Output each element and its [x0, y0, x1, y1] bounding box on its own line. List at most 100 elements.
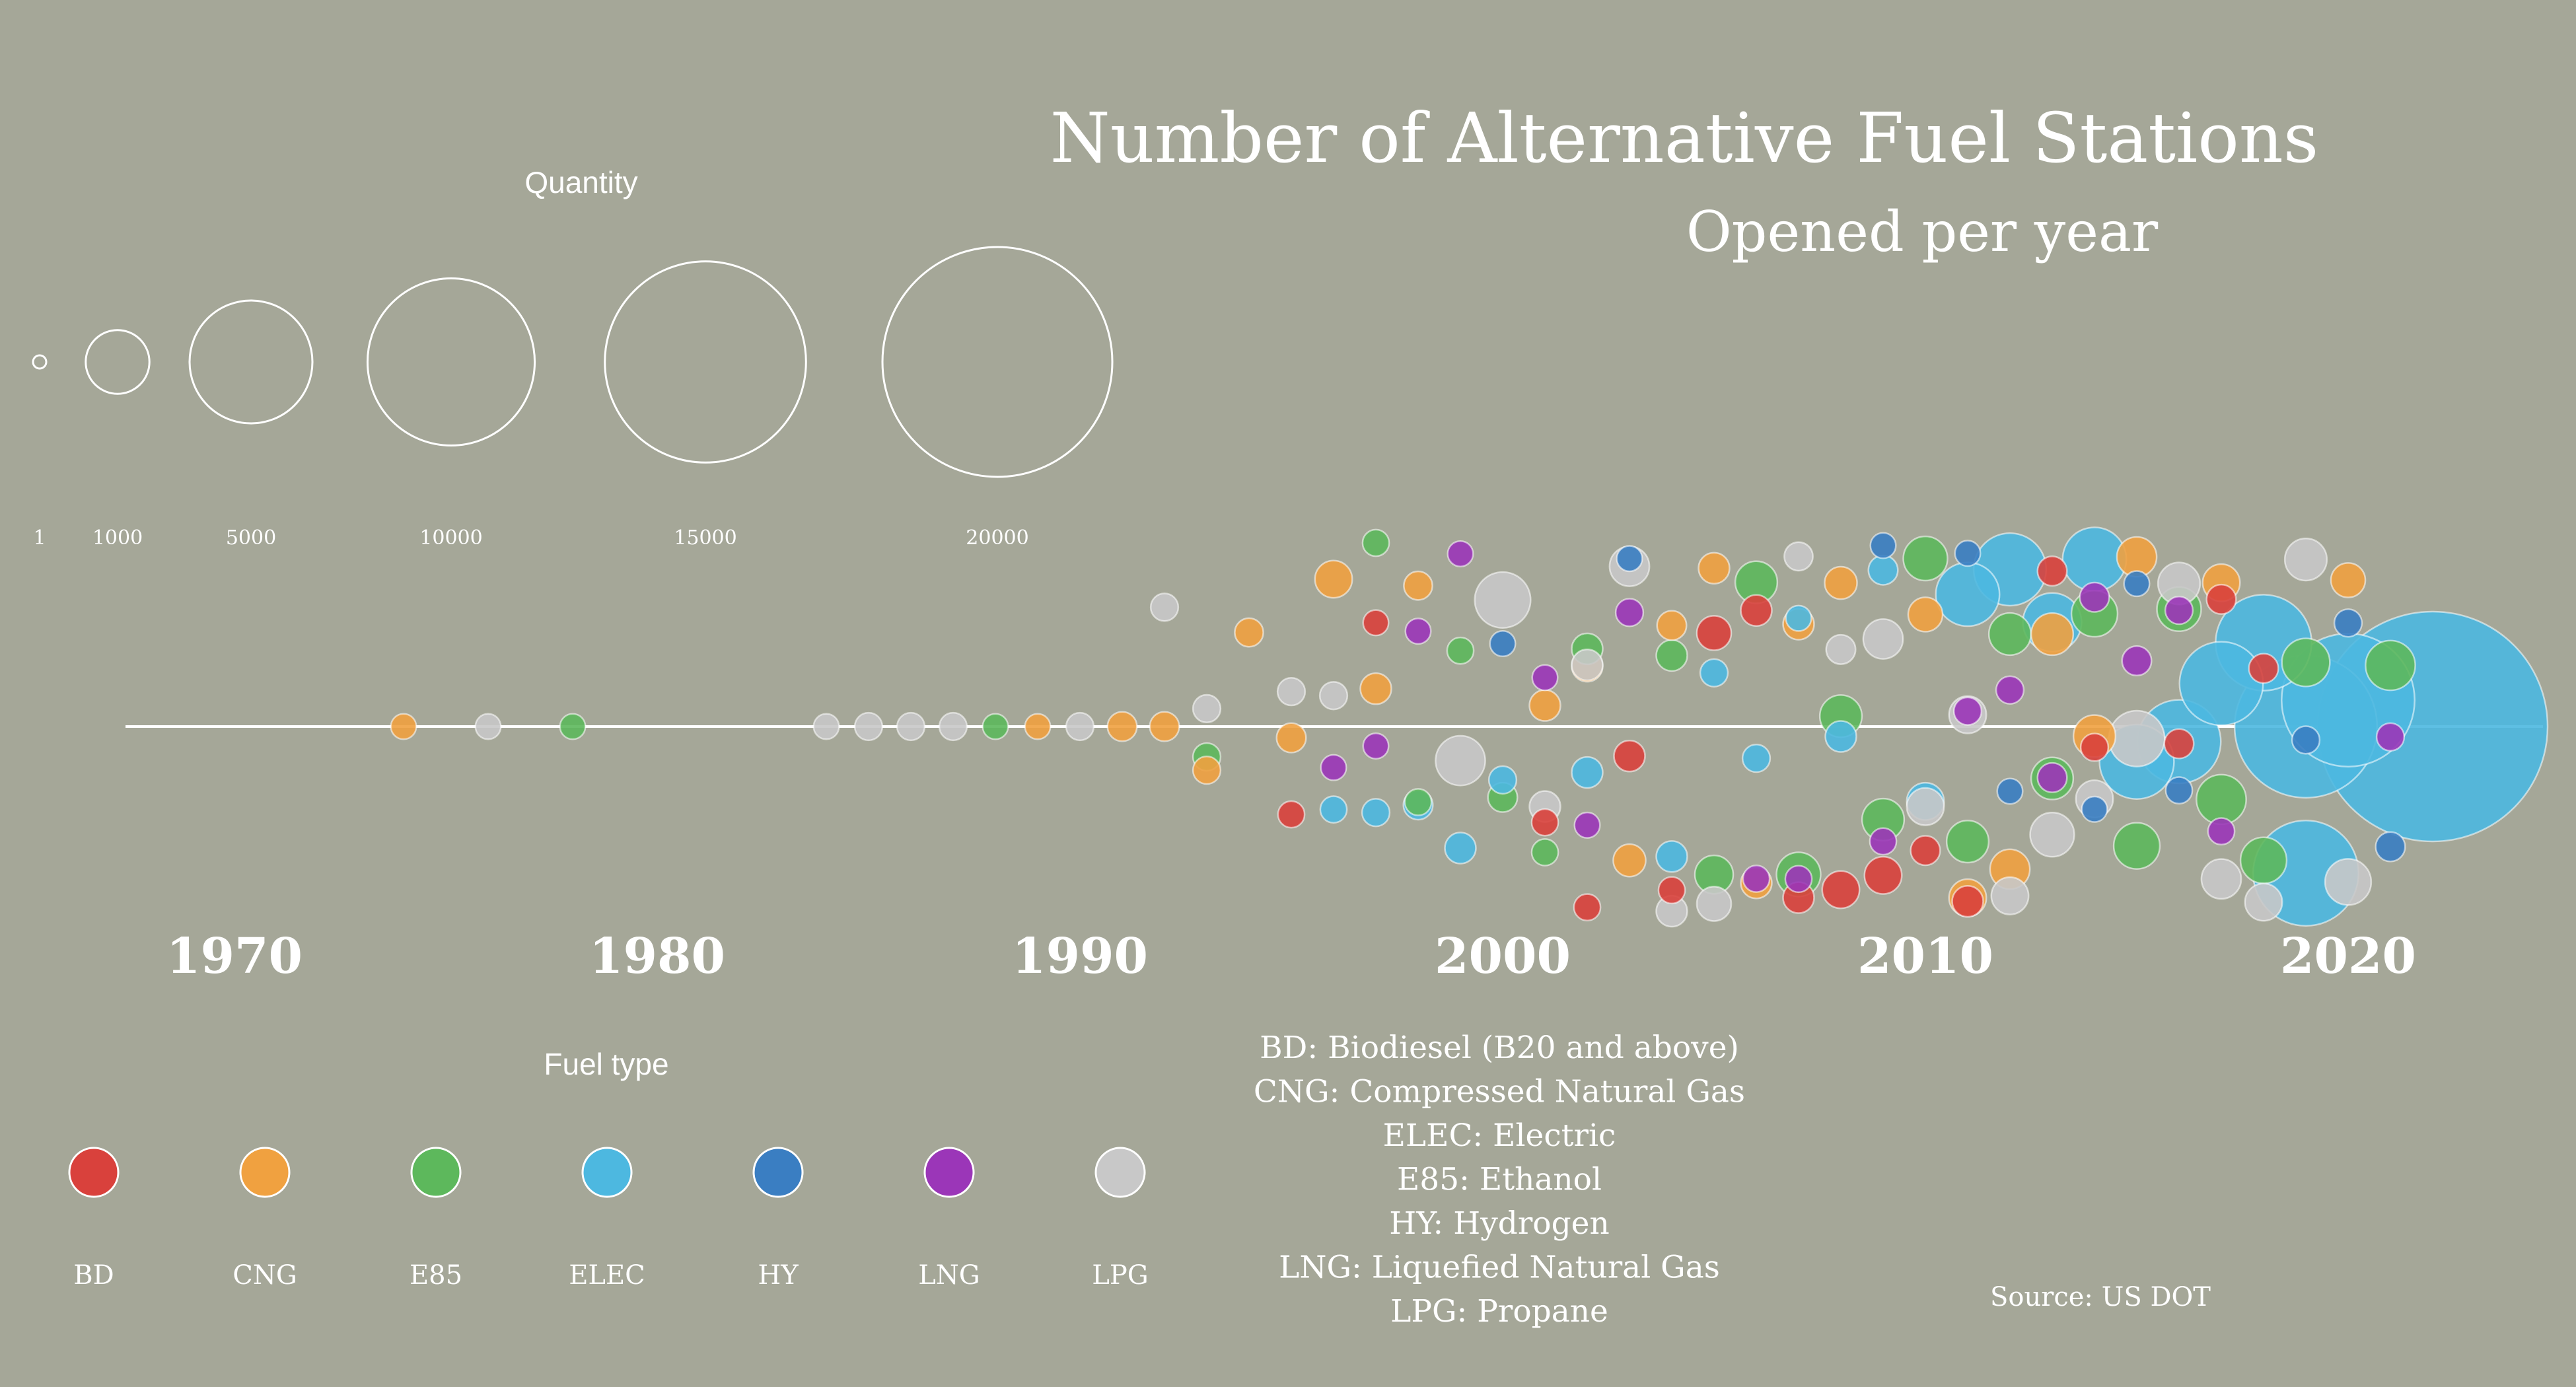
size-legend-label: 5000 — [226, 526, 276, 550]
color-legend-label: CNG — [233, 1260, 297, 1291]
size-legend-circle — [32, 354, 48, 370]
bubble-lpg — [2324, 858, 2373, 906]
bubble-lpg — [1696, 886, 1733, 922]
x-tick-label: 2000 — [1435, 928, 1571, 985]
bubble-lpg — [853, 711, 884, 742]
chart-title: Number of Alternative Fuel Stations — [1050, 98, 2319, 178]
bubble-cng — [2330, 562, 2367, 598]
color-legend-label: ELEC — [569, 1260, 645, 1291]
bubble-cng — [1234, 617, 1264, 648]
color-legend: BD CNG E85 ELEC HY LNG LPG — [68, 1147, 1149, 1291]
color-legend-label: E85 — [410, 1260, 462, 1291]
bubble-cng — [390, 713, 417, 740]
bubble-lng — [1784, 865, 1813, 894]
bubble-e85 — [1404, 788, 1433, 816]
bubble-elec — [1741, 743, 1771, 773]
x-tick-label: 2020 — [2280, 928, 2416, 985]
bubble-elec — [1571, 756, 1604, 789]
size-legend-label: 1000 — [92, 526, 143, 550]
bubble-e85 — [2196, 773, 2247, 826]
bubble-bd — [1530, 808, 1559, 837]
bubble-bd — [2205, 583, 2237, 615]
bubble-lng — [1869, 827, 1898, 856]
bubble-lng — [2036, 762, 2068, 793]
bubble-lng — [2164, 596, 2194, 625]
bubble-lpg — [938, 711, 968, 742]
bubble-bd — [1951, 885, 1984, 918]
bubble-cng — [2030, 612, 2075, 657]
bubble-lpg — [1192, 694, 1222, 724]
size-legend-circle — [881, 246, 1114, 478]
chart-subtitle: Opened per year — [1686, 199, 2159, 264]
bubble-hy — [2165, 776, 2194, 805]
bubble-cng — [1192, 755, 1222, 785]
fuel-definition: LNG: Liquefied Natural Gas — [1279, 1250, 1720, 1286]
bubble-bd — [1362, 609, 1390, 637]
bubble-hy — [2123, 570, 2151, 598]
bubble-e85 — [1530, 838, 1559, 867]
bubble-hy — [1616, 545, 1643, 573]
bubble-lng — [1362, 732, 1390, 760]
bubble-elec — [1444, 832, 1477, 865]
bubble-lpg — [1862, 618, 1904, 660]
bubble-e85 — [2365, 639, 2416, 692]
source-note: Source: US DOT — [1990, 1282, 2211, 1312]
bubble-lpg — [896, 711, 926, 742]
size-legend-label: 1 — [33, 526, 46, 550]
bubble-elec — [2178, 641, 2264, 727]
bubble-lpg — [1906, 787, 1945, 826]
bubble-cng — [1149, 711, 1180, 742]
bubble-e85 — [2281, 637, 2331, 688]
x-tick-label: 2010 — [1857, 928, 1993, 985]
bubble-lng — [1614, 598, 1645, 627]
bubble-cng — [1698, 551, 1731, 585]
bubble-bd — [1613, 740, 1646, 773]
bubble-lpg — [2108, 709, 2166, 767]
bubble-e85 — [559, 713, 587, 740]
bubble-lng — [1320, 754, 1347, 781]
color-legend-label: LPG — [1092, 1260, 1148, 1291]
bubble-elec — [1699, 658, 1729, 688]
color-legend-label: LNG — [918, 1260, 980, 1291]
bubble-hy — [2333, 608, 2363, 638]
bubble-cng — [1907, 596, 1944, 633]
bubble-hy — [1954, 540, 1982, 567]
bubble-lpg — [1990, 876, 2030, 915]
bubble-e85 — [1945, 820, 1990, 864]
bubble-bd — [1740, 594, 1773, 627]
size-legend-label: 15000 — [674, 526, 736, 550]
bubble-lpg — [1825, 633, 1857, 665]
bubble-elec — [1487, 765, 1518, 795]
bubble-lpg — [1783, 541, 1814, 572]
bubble-e85 — [1361, 528, 1390, 557]
bubble-lng — [1404, 618, 1432, 645]
bubble-hy — [1489, 630, 1517, 658]
bubble-lpg — [2200, 858, 2242, 900]
bubble-hy — [1869, 532, 1897, 559]
bubble-elec — [1824, 720, 1857, 753]
bubble-bd — [1821, 870, 1861, 909]
bubble-lpg — [1474, 571, 1532, 629]
bubble-cng — [1024, 713, 1052, 740]
bubble-lng — [2375, 722, 2406, 752]
bubble-cng — [1403, 570, 1433, 601]
size-legend-circle — [366, 277, 536, 447]
bubble-bd — [1863, 855, 1903, 895]
bubble-cng — [1359, 672, 1392, 705]
bubble-cng — [1824, 565, 1858, 600]
fuel-definitions: BD: Biodiesel (B20 and above) CNG: Compre… — [1254, 1030, 1745, 1330]
bubble-lpg — [2244, 882, 2283, 922]
fuel-definition: E85: Ethanol — [1397, 1162, 1602, 1198]
bubble-e85 — [1902, 535, 1949, 582]
bubble-lng — [1531, 664, 1559, 692]
bubble-cng — [1314, 559, 1353, 599]
year-tick-labels: 1970 1980 1990 2000 2010 2020 — [166, 928, 2416, 985]
color-legend-label: HY — [758, 1260, 799, 1291]
x-tick-label: 1970 — [166, 928, 303, 985]
bubble-elec — [1785, 604, 1812, 632]
bubble-hy — [1996, 777, 2024, 805]
fuel-definition: LPG: Propane — [1390, 1293, 1608, 1330]
bubble-lpg — [812, 713, 840, 740]
color-legend-swatch — [923, 1147, 975, 1198]
bubble-lng — [1573, 811, 1601, 839]
